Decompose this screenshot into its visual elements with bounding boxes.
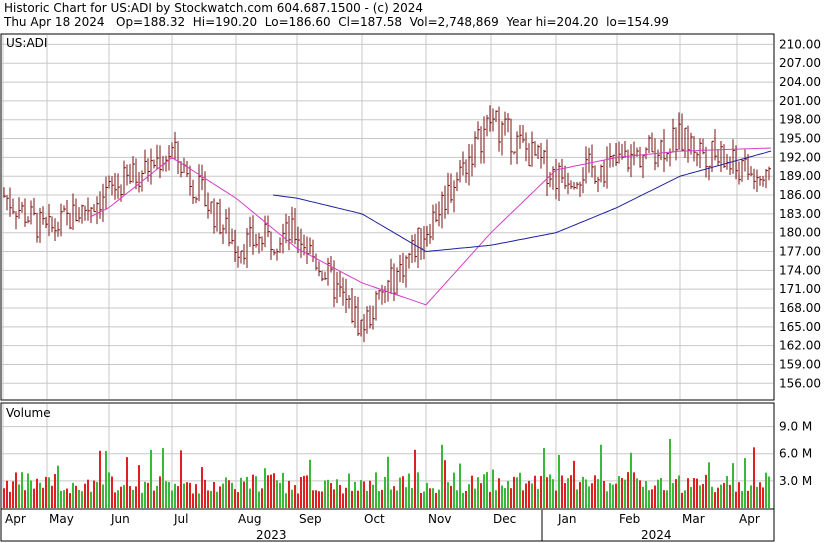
month-label: Jun [110, 512, 130, 526]
volume-tick-label: 3.0 M [779, 474, 812, 488]
price-tick-label: 168.00 [779, 301, 821, 315]
volume-label: Volume [6, 406, 51, 420]
chart-title: Historic Chart for US:ADI by Stockwatch.… [4, 1, 424, 15]
price-tick-label: 180.00 [779, 226, 821, 240]
price-tick-label: 201.00 [779, 94, 821, 108]
price-tick-label: 186.00 [779, 188, 821, 202]
price-tick-label: 171.00 [779, 282, 821, 296]
price-tick-label: 165.00 [779, 320, 821, 334]
month-label: Aug [238, 512, 261, 526]
ma-short-line [89, 147, 772, 306]
price-tick-label: 159.00 [779, 357, 821, 371]
price-panel-frame [0, 33, 775, 401]
month-label: May [49, 512, 74, 526]
price-tick-label: 177.00 [779, 245, 821, 259]
year-label: 2023 [256, 528, 287, 542]
price-tick-label: 204.00 [779, 75, 821, 89]
month-label: Jan [557, 512, 577, 526]
price-tick-label: 156.00 [779, 376, 821, 390]
price-bars [3, 105, 771, 343]
year-label: 2024 [641, 528, 672, 542]
volume-bars [3, 438, 770, 508]
price-tick-label: 198.00 [779, 113, 821, 127]
price-tick-label: 162.00 [779, 339, 821, 353]
month-label: Dec [493, 512, 516, 526]
price-tick-label: 174.00 [779, 263, 821, 277]
month-label: Nov [428, 512, 451, 526]
price-tick-label: 210.00 [779, 37, 821, 51]
month-label: Apr [739, 512, 760, 526]
month-label: Apr [5, 512, 26, 526]
price-tick-label: 189.00 [779, 169, 821, 183]
ma-long-line [272, 150, 772, 253]
month-label: Jul [173, 512, 188, 526]
symbol-label: US:ADI [6, 36, 47, 50]
volume-tick-label: 9.0 M [779, 420, 812, 434]
date-axis-frame [0, 508, 775, 542]
price-tick-label: 195.00 [779, 132, 821, 146]
price-tick-label: 207.00 [779, 56, 821, 70]
quote-summary: Thu Apr 18 2024 Op=188.32 Hi=190.20 Lo=1… [4, 15, 669, 29]
month-label: Oct [364, 512, 385, 526]
month-label: Sep [299, 512, 322, 526]
month-label: Feb [619, 512, 640, 526]
volume-tick-label: 6.0 M [779, 447, 812, 461]
month-label: Mar [682, 512, 705, 526]
price-tick-label: 192.00 [779, 150, 821, 164]
price-tick-label: 183.00 [779, 207, 821, 221]
